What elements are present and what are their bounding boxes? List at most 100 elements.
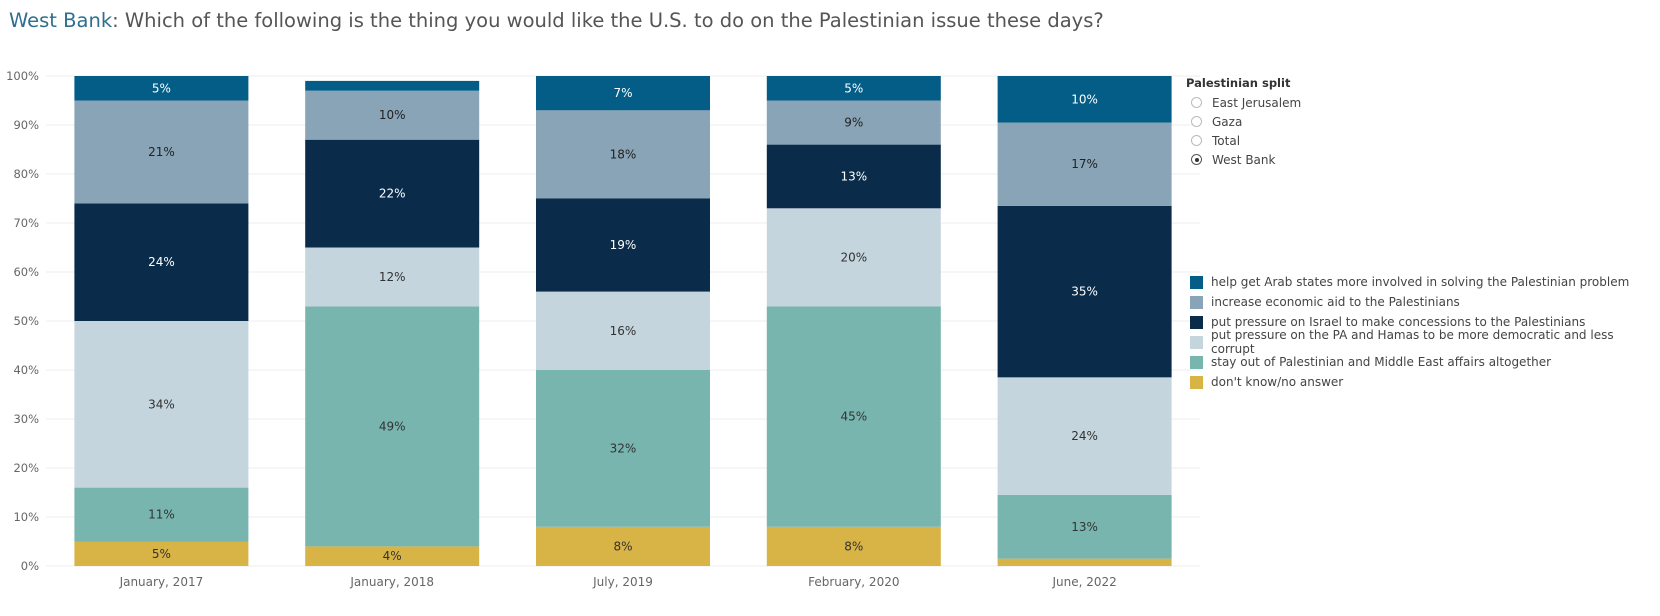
bar-segment [305,306,480,547]
data-label: 16% [610,324,637,338]
bar-segment [997,377,1172,495]
data-label: 13% [1071,520,1098,534]
data-label: 35% [1071,285,1098,299]
bar-segment [305,546,480,566]
y-tick-label: 20% [13,461,39,475]
bar-segment [536,291,710,370]
bar-segment [536,76,710,111]
legend-item: help get Arab states more involved in so… [1190,272,1660,292]
legend-item: don't know/no answer [1190,372,1660,392]
data-label: 9% [844,116,863,130]
x-tick-label: February, 2020 [808,575,899,589]
bar-segment [766,526,941,566]
y-tick-label: 70% [13,216,39,230]
legend-label: help get Arab states more involved in so… [1211,275,1630,289]
filter-option[interactable]: Total [1186,131,1301,150]
filter-option[interactable]: East Jerusalem [1186,93,1301,112]
legend-swatch [1190,315,1203,329]
legend-label: increase economic aid to the Palestinian… [1211,295,1460,309]
data-label: 34% [148,397,175,411]
data-label: 4% [383,549,402,563]
filter-title: Palestinian split [1186,76,1291,90]
legend-swatch [1190,275,1203,289]
legend-item: increase economic aid to the Palestinian… [1190,292,1660,312]
bar-segment [997,205,1172,378]
data-label: 18% [610,147,637,161]
data-label: 5% [152,547,171,561]
data-label: 5% [152,81,171,95]
filter-option-label: East Jerusalem [1212,95,1302,110]
legend-swatch [1190,295,1203,309]
data-label: 49% [379,419,406,433]
filter-option[interactable]: Gaza [1186,112,1301,131]
legend-label: stay out of Palestinian and Middle East … [1211,355,1552,369]
data-label: 17% [1071,157,1098,171]
y-tick-label: 30% [13,412,39,426]
data-label: 20% [840,250,867,264]
bar-segment [997,122,1172,206]
data-label: 10% [1071,92,1098,106]
filter-option[interactable]: West Bank [1186,150,1301,169]
filter-option-label: Total [1212,133,1241,148]
data-label: 5% [844,81,863,95]
legend-item: stay out of Palestinian and Middle East … [1190,352,1660,372]
x-tick-label: January, 2017 [119,575,204,589]
bar-segment [997,558,1172,566]
legend-item: put pressure on the PA and Hamas to be m… [1190,328,1660,356]
legend-swatch [1190,335,1203,349]
bar-segment [305,80,480,91]
data-label: 13% [840,169,867,183]
y-tick-label: 10% [13,510,39,524]
bar-segment [536,198,710,292]
data-label: 24% [148,255,175,269]
data-label: 11% [148,508,175,522]
legend-label: don't know/no answer [1211,375,1344,389]
bar-segment [536,110,710,199]
data-label: 22% [379,187,406,201]
bar-segment [74,100,249,204]
data-label: 10% [379,108,406,122]
y-tick-label: 80% [13,167,39,181]
y-tick-label: 100% [6,69,39,83]
y-tick-label: 60% [13,265,39,279]
bar-segment [536,526,710,566]
x-tick-label: July, 2019 [592,575,653,589]
title-question: : Which of the following is the thing yo… [112,9,1104,32]
radio-button[interactable] [1191,135,1202,146]
data-label: 12% [379,270,406,284]
x-tick-label: June, 2022 [1051,575,1116,589]
radio-button[interactable] [1191,97,1202,108]
y-tick-label: 50% [13,314,39,328]
legend-swatch [1190,375,1203,389]
filter-option-label: West Bank [1212,152,1276,167]
title-region: West Bank [9,9,113,32]
bar-segment [766,306,941,527]
bar-segment [74,76,249,101]
radio-button[interactable] [1191,154,1202,165]
legend-swatch [1190,355,1203,369]
bar-segment [997,76,1172,123]
stacked-bar-chart: 0% 10% 20% 30% 40% 50% 60% 70% 80% 90% 100% 5% 11% 34… [6,69,1200,589]
filter-option-label: Gaza [1212,114,1243,129]
legend-item: put pressure on Israel to make concessio… [1190,312,1660,332]
radio-button[interactable] [1191,116,1202,127]
legend-label: put pressure on the PA and Hamas to be m… [1211,328,1614,356]
y-tick-label: 90% [13,118,39,132]
data-label: 8% [613,539,632,553]
bar-segment [305,139,480,248]
data-label: 19% [610,238,637,252]
bar-segment [305,247,480,307]
data-label: 21% [148,145,175,159]
data-label: 7% [613,86,632,100]
chart-legend: help get Arab states more involved in so… [1190,272,1660,392]
bar-segment [74,487,249,542]
bar-segment [766,100,941,145]
bar-segment [305,90,480,140]
data-label: 24% [1071,429,1098,443]
y-tick-label: 0% [21,559,39,573]
palestinian-split-filter: Palestinian split East Jerusalem Gaza Tota… [1186,76,1301,169]
y-tick-label: 40% [13,363,39,377]
x-tick-label: January, 2018 [349,575,434,589]
legend-label: put pressure on Israel to make concessio… [1211,315,1586,329]
bar-segment [74,541,249,566]
